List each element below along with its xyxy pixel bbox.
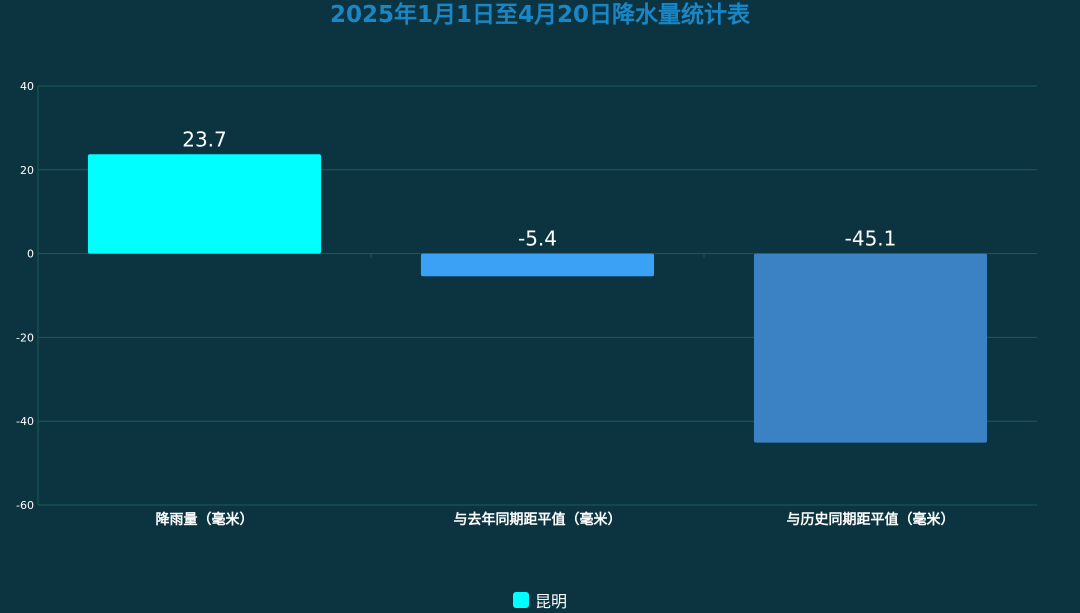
bars-layer — [87, 154, 988, 443]
legend[interactable]: 昆明 — [0, 588, 1080, 612]
y-tick-label: -40 — [16, 415, 34, 428]
y-tick-label: -20 — [16, 331, 34, 344]
y-tick-label: 40 — [20, 80, 34, 93]
y-tick-label: 20 — [20, 164, 34, 177]
data-label: 23.7 — [182, 127, 227, 151]
bar-chart: 40 20 0 -20 -40 -60 23.7 降雨量（毫米） -5.4 与去年同期距平值（毫… — [16, 80, 1037, 528]
y-tick-label: -60 — [16, 499, 34, 512]
bar[interactable] — [87, 154, 322, 254]
axis-layer: 40 20 0 -20 -40 -60 — [16, 80, 705, 512]
data-label: -45.1 — [845, 227, 897, 251]
legend-swatch — [512, 592, 529, 608]
labels-layer: 23.7 降雨量（毫米） -5.4 与去年同期距平值（毫米） -45.1 与历史同期距平值… — [156, 127, 955, 528]
x-category-label: 与历史同期距平值（毫米） — [787, 511, 955, 528]
bar[interactable] — [753, 253, 988, 443]
legend-label: 昆明 — [534, 592, 567, 611]
y-tick-label: 0 — [27, 248, 34, 261]
bar[interactable] — [420, 253, 655, 277]
x-category-label: 与去年同期距平值（毫米） — [454, 511, 622, 528]
data-label: -5.4 — [518, 227, 557, 251]
x-category-label: 降雨量（毫米） — [156, 511, 254, 528]
chart-title: 2025年1月1日至4月20日降水量统计表 — [329, 2, 751, 28]
